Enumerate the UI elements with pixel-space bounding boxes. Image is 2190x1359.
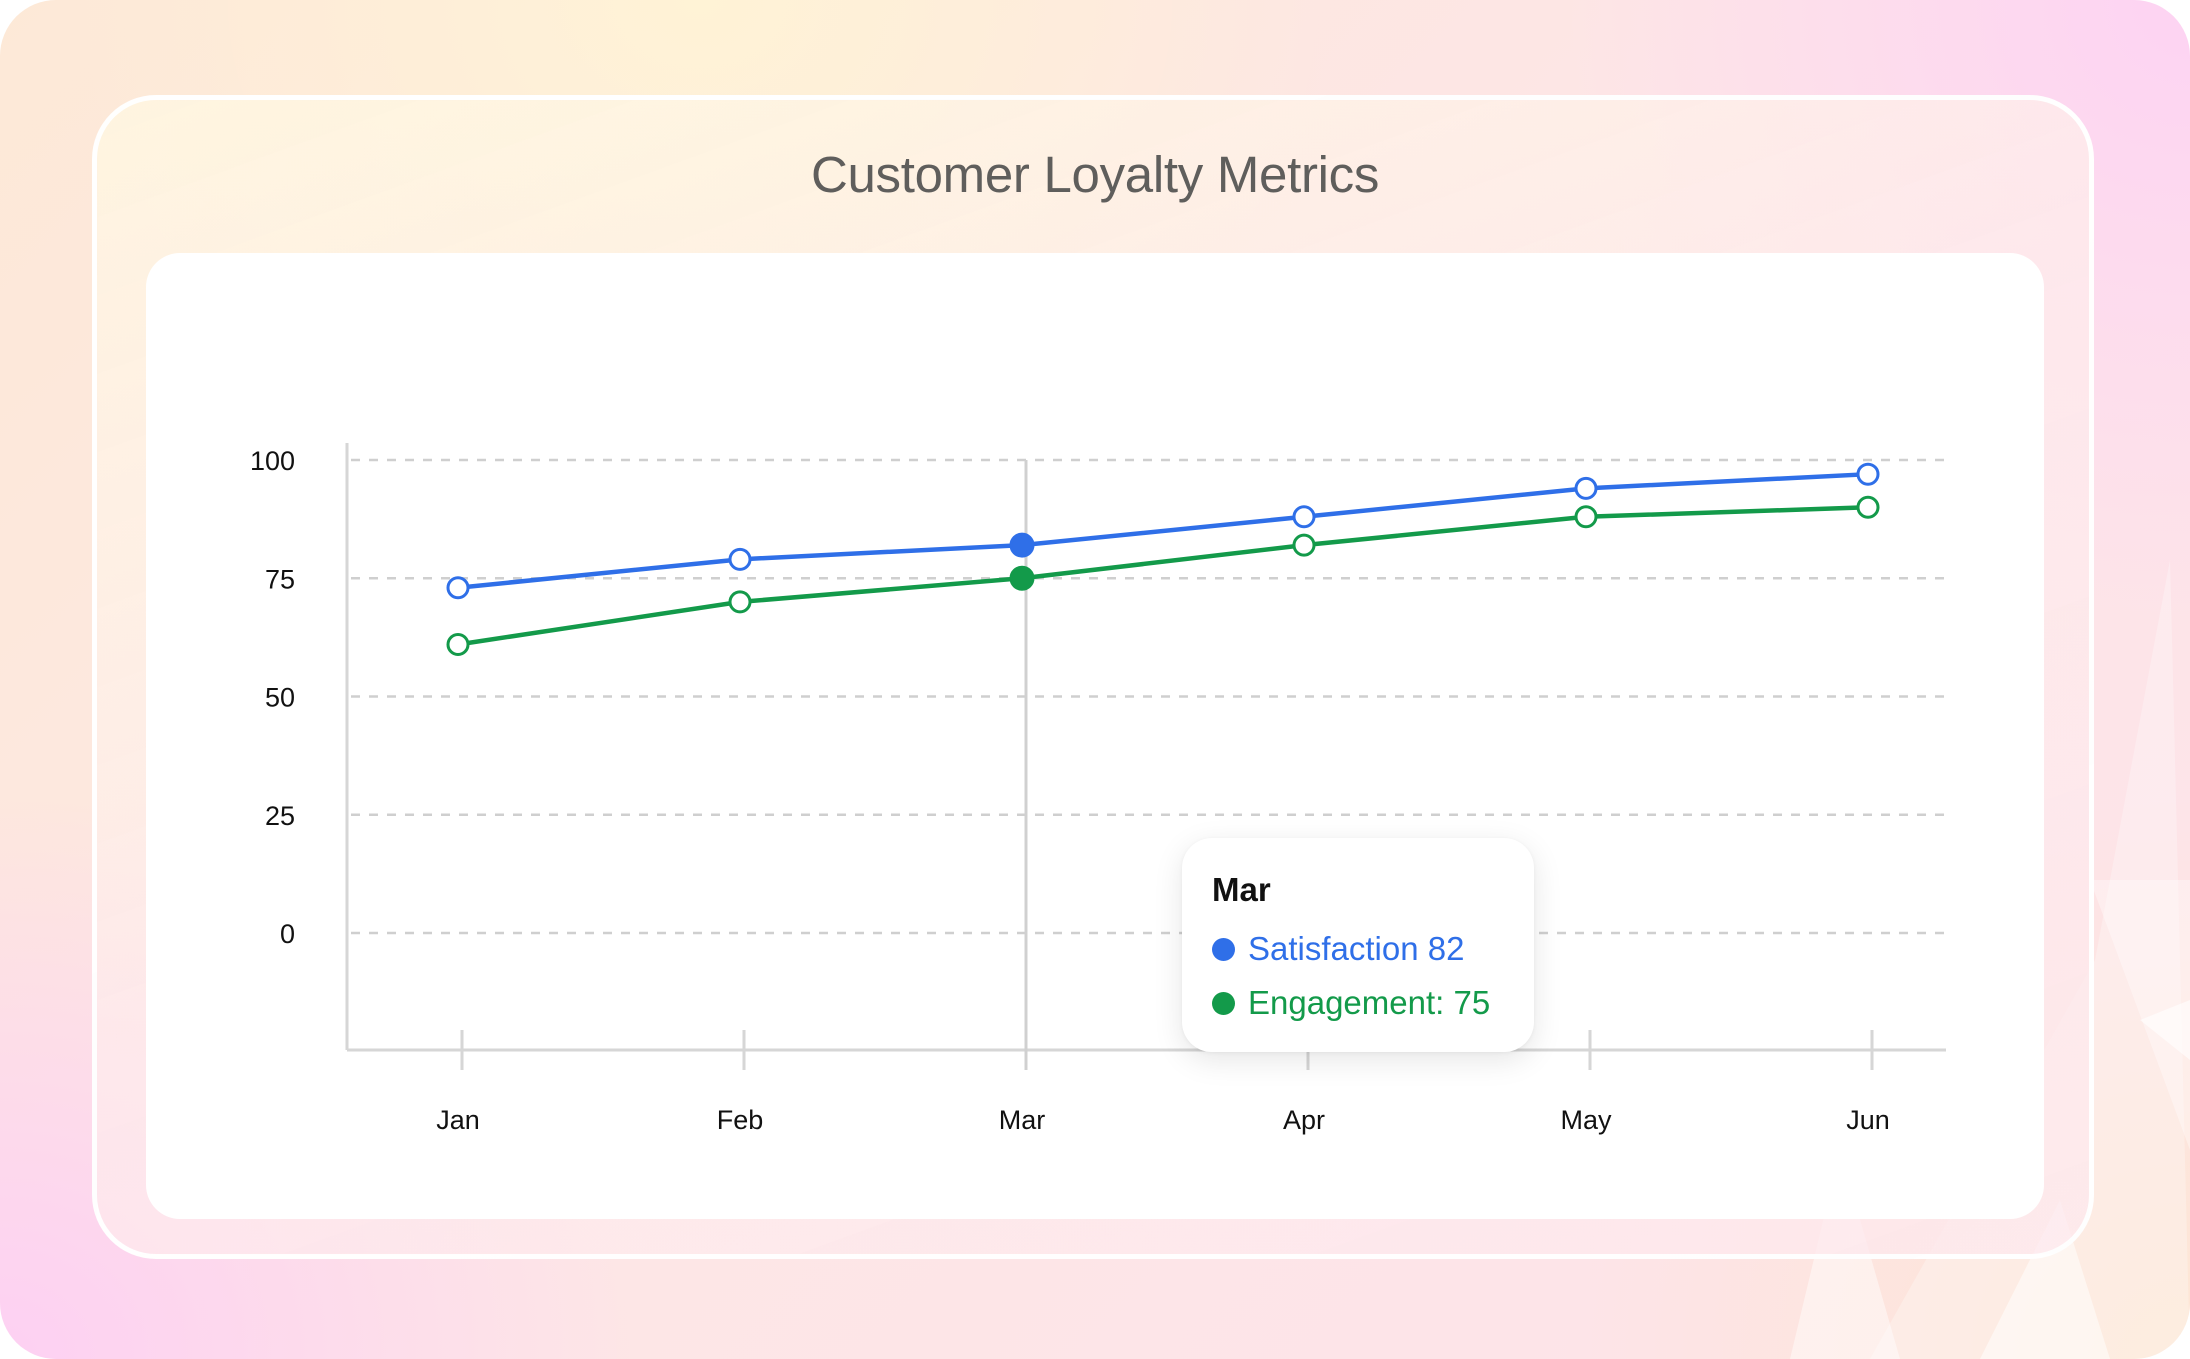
engagement-point-mar: [1009, 565, 1035, 591]
x-tick-label: Feb: [717, 1105, 764, 1135]
tooltip-row-engagement: Engagement: 75: [1212, 976, 1504, 1030]
engagement-point-feb: [728, 590, 752, 614]
x-tick-label: Apr: [1283, 1105, 1325, 1135]
tooltip-row-satisfaction: Satisfaction 82: [1212, 922, 1504, 976]
x-tick-label: Jun: [1846, 1105, 1890, 1135]
y-tick-label: 50: [265, 683, 295, 713]
x-tick-label: Jan: [436, 1105, 480, 1135]
y-tick-label: 0: [280, 919, 295, 949]
satisfaction-point-apr: [1292, 505, 1316, 529]
line-chart: 0 25 50 75 100 Jan Feb Mar Apr May Jun: [250, 443, 1946, 1135]
tick-labels: 0 25 50 75 100 Jan Feb Mar Apr May Jun: [250, 446, 1890, 1135]
satisfaction-legend-dot: [1212, 937, 1235, 961]
series-lines: [455, 471, 1871, 647]
satisfaction-point-jun: [1856, 462, 1880, 486]
tooltip-engagement-value: Engagement: 75: [1248, 984, 1491, 1021]
satisfaction-point-mar: [1009, 532, 1035, 558]
y-tick-label: 75: [265, 564, 295, 594]
satisfaction-point-jan: [446, 576, 470, 600]
tooltip-month: Mar: [1212, 871, 1271, 908]
satisfaction-point-feb: [728, 547, 752, 571]
y-tick-label: 25: [265, 801, 295, 831]
chart-title: Customer Loyalty Metrics: [810, 146, 1380, 203]
engagement-point-may: [1574, 505, 1598, 529]
x-tick-label: Mar: [999, 1105, 1046, 1135]
engagement-legend-dot: [1212, 991, 1235, 1015]
series-points: [446, 462, 1880, 656]
tooltip-satisfaction-value: Satisfaction 82: [1248, 930, 1465, 967]
engagement-point-apr: [1292, 533, 1316, 557]
engagement-point-jun: [1856, 495, 1880, 519]
x-tick-label: May: [1560, 1105, 1612, 1135]
chart-card: 0 25 50 75 100 Jan Feb Mar Apr May Jun Mar Satisfa…: [146, 253, 2044, 1219]
satisfaction-point-may: [1574, 476, 1598, 500]
satisfaction-line: [455, 471, 1871, 590]
engagement-point-jan: [446, 632, 470, 656]
chart-tooltip: Mar Satisfaction 82 Engagement: 75: [1182, 838, 1534, 1052]
axes: [345, 443, 1946, 1070]
grid-lines: [351, 458, 1946, 935]
y-tick-label: 100: [250, 446, 295, 476]
engagement-line: [455, 505, 1871, 647]
